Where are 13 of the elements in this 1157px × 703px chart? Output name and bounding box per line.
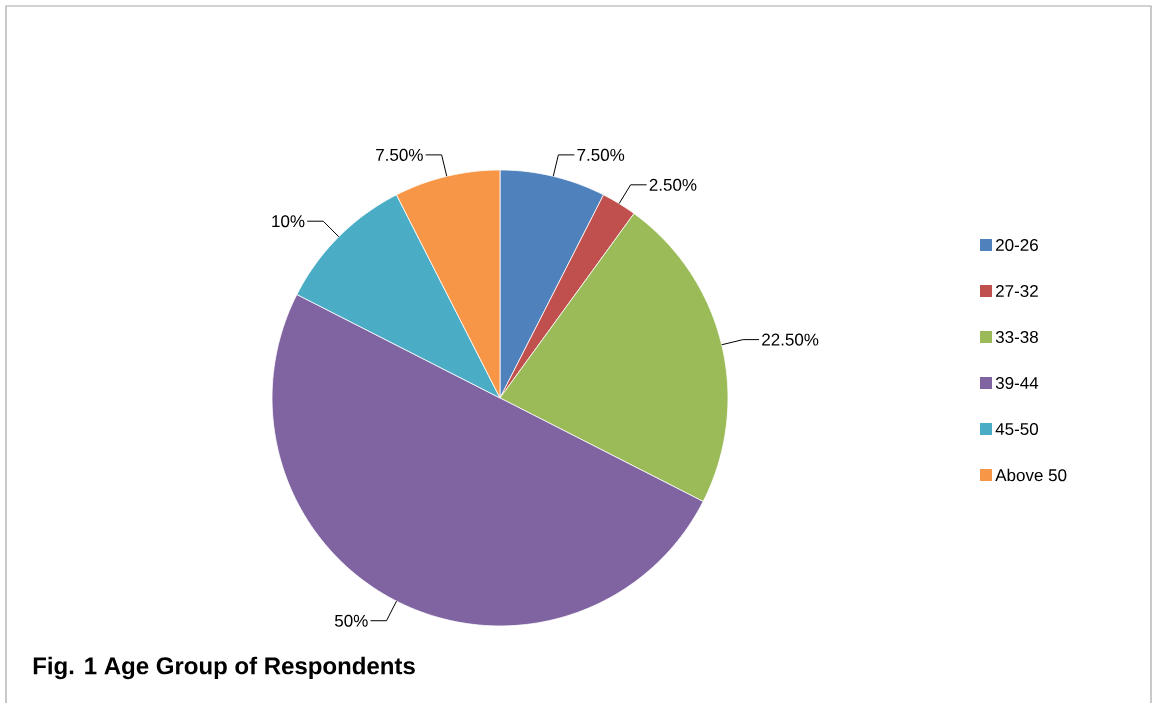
data-label: 7.50%	[577, 148, 625, 161]
legend-label: 20-26	[996, 238, 1038, 251]
legend-label: 27-32	[996, 284, 1038, 297]
legend-label: 39-44	[995, 376, 1039, 390]
text: Fig. 1 Age Group of Respondents	[33, 656, 415, 680]
data-label: 2.50%	[649, 178, 697, 191]
legend-label: 45-50	[995, 422, 1039, 436]
legend-label: Above 50	[995, 468, 1067, 482]
data-label: 50%	[334, 614, 368, 627]
legend-label: 33-38	[995, 330, 1038, 344]
data-label: 10%	[272, 215, 305, 228]
data-label: 22.50%	[762, 333, 819, 346]
data-label: 7.50%	[376, 148, 423, 161]
